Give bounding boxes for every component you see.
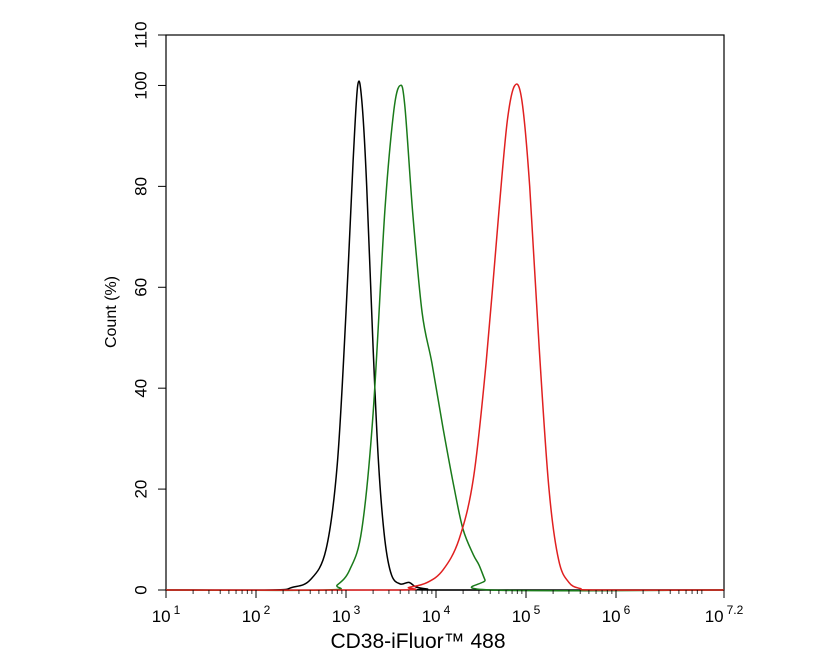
y-tick-label: 40 <box>132 379 151 398</box>
series-line-1 <box>165 84 725 592</box>
y-tick-label: 60 <box>132 278 151 297</box>
plot-frame <box>165 34 725 591</box>
x-tick-label: 10 4 <box>422 603 451 626</box>
y-tick-label: 110 <box>132 21 151 48</box>
y-tick-label: 20 <box>132 480 151 499</box>
x-tick-label: 10 7.2 <box>705 603 744 626</box>
x-tick-label: 10 3 <box>332 603 361 626</box>
x-axis: 10 1 10 2 10 3 10 4 10 5 10 6 10 7.2 <box>152 590 744 626</box>
x-tick-label: 10 1 <box>152 603 181 626</box>
series-line-0 <box>165 80 725 591</box>
y-tick-label: 100 <box>132 71 151 99</box>
series-group <box>165 80 725 592</box>
x-tick-label: 10 6 <box>602 603 631 626</box>
x-axis-title: CD38-iFluor™ 488 <box>330 630 505 653</box>
x-tick-label: 10 5 <box>512 603 541 626</box>
series-line-2 <box>165 83 725 591</box>
y-tick-label: 80 <box>132 177 151 196</box>
y-axis-title: Count (%) <box>103 276 120 348</box>
y-axis: 0 20 40 60 80 100 110 <box>132 21 166 595</box>
y-tick-label: 0 <box>132 585 151 594</box>
x-tick-label: 10 2 <box>242 603 271 626</box>
